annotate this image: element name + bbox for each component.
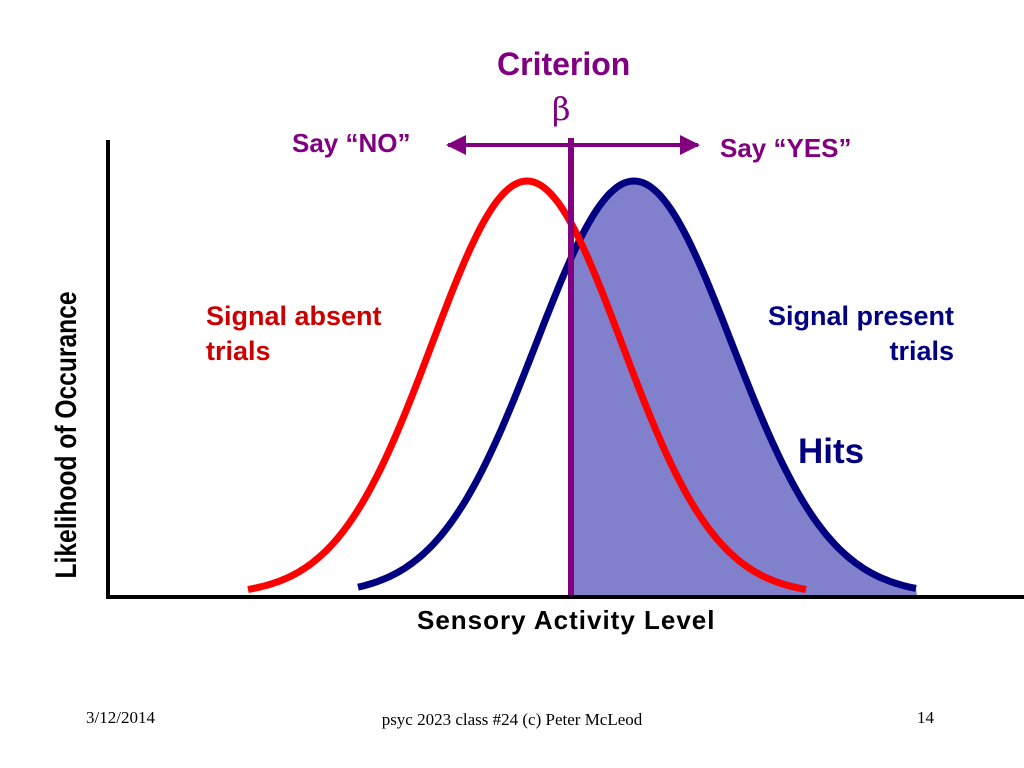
signal-absent-label: Signal absent trials — [206, 301, 382, 366]
footer-date: 3/12/2014 — [86, 708, 155, 727]
y-axis-label: Likelihood of Occurance — [50, 291, 83, 579]
footer-page-number: 14 — [917, 708, 934, 727]
criterion-title: Criterion — [497, 46, 631, 82]
say-no-label: Say “NO” — [292, 128, 411, 158]
hits-label: Hits — [798, 432, 865, 471]
signal-present-label: Signal present trials — [767, 301, 954, 366]
x-axis-label: Sensory Activity Level — [417, 605, 716, 635]
beta-symbol: β — [552, 90, 571, 128]
hits-region — [571, 181, 917, 595]
footer-course: psyc 2023 class #24 (c) Peter McLeod — [381, 710, 643, 729]
signal-present-curve — [357, 177, 917, 592]
signal-absent-curve — [247, 177, 807, 593]
say-yes-label: Say “YES” — [720, 133, 852, 163]
